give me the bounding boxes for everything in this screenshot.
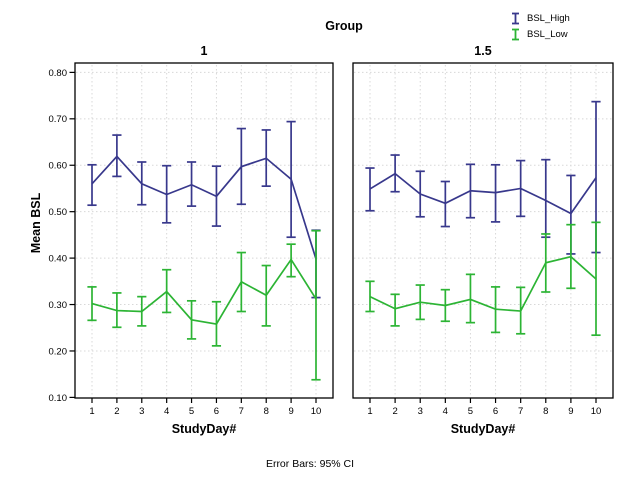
error-bar bbox=[87, 163, 97, 207]
x-tick-label: 5 bbox=[468, 406, 473, 417]
error-bar bbox=[311, 229, 321, 381]
y-tick-label: 0.10 bbox=[49, 393, 68, 404]
series-line bbox=[91, 155, 317, 260]
panel-grid bbox=[354, 65, 612, 397]
panel-border bbox=[352, 62, 614, 399]
x-tick-label: 6 bbox=[493, 406, 498, 417]
error-bar bbox=[465, 273, 476, 324]
series-BSL_Low bbox=[365, 221, 601, 337]
series-BSL_High bbox=[87, 120, 321, 299]
y-tick-label: 0.60 bbox=[49, 161, 68, 172]
panel-border bbox=[74, 62, 334, 399]
x-tick-label: 2 bbox=[114, 406, 119, 417]
series-BSL_High bbox=[365, 100, 601, 255]
x-tick-label: 3 bbox=[139, 406, 144, 417]
x-tick-label: 4 bbox=[443, 406, 448, 417]
y-axis-ticks bbox=[69, 71, 75, 398]
y-tick-label: 0.30 bbox=[49, 300, 68, 311]
error-bar bbox=[390, 293, 400, 327]
panel-1.5: 1 2 3 4 5 6 7 8 9 10 bbox=[352, 62, 614, 417]
y-axis-labels: 0.10 0.20 0.30 0.40 0.50 0.60 0.70 0.80 bbox=[49, 68, 68, 404]
x-tick-label: 8 bbox=[264, 406, 269, 417]
x-tick-label: 1 bbox=[367, 406, 372, 417]
x-tick-label: 3 bbox=[418, 406, 423, 417]
error-bar-low-icon bbox=[512, 28, 519, 40]
panel-grid bbox=[76, 65, 332, 397]
x-tick-label: 10 bbox=[311, 406, 322, 417]
panel-label-group-1: 1 bbox=[200, 44, 208, 58]
x-tick-label: 7 bbox=[518, 406, 523, 417]
x-tick-label: 9 bbox=[288, 406, 293, 417]
panel-label-group-1-5: 1.5 bbox=[474, 44, 492, 58]
x-axis-ticks bbox=[369, 398, 597, 403]
x-tick-label: 7 bbox=[239, 406, 244, 417]
x-tick-label: 9 bbox=[568, 406, 573, 417]
x-tick-label: 2 bbox=[392, 406, 397, 417]
chart-title: Group bbox=[325, 19, 363, 33]
legend-item-bsl-low: BSL_Low bbox=[511, 27, 570, 41]
legend-item-label: BSL_Low bbox=[527, 28, 568, 40]
y-tick-label: 0.20 bbox=[49, 346, 68, 357]
error-bars-note: Error Bars: 95% CI bbox=[265, 458, 355, 470]
series-line bbox=[91, 257, 317, 325]
error-bar bbox=[365, 280, 375, 313]
error-bar-high-icon bbox=[512, 12, 519, 24]
series-line bbox=[369, 172, 597, 215]
error-bar bbox=[365, 167, 375, 212]
legend-item-label: BSL_High bbox=[527, 12, 570, 24]
x-tick-label: 5 bbox=[189, 406, 194, 417]
y-tick-label: 0.50 bbox=[49, 207, 68, 218]
x-axis-title-left: StudyDay# bbox=[171, 422, 237, 436]
x-tick-label: 10 bbox=[591, 406, 602, 417]
x-axis-labels: 1 2 3 4 5 6 7 8 9 10 bbox=[89, 406, 321, 417]
x-axis-ticks bbox=[91, 398, 317, 403]
x-tick-label: 1 bbox=[89, 406, 94, 417]
x-tick-label: 8 bbox=[543, 406, 548, 417]
x-tick-label: 6 bbox=[214, 406, 219, 417]
x-tick-label: 4 bbox=[164, 406, 169, 417]
panel-1: 1 2 3 4 5 6 7 8 9 10 bbox=[74, 62, 334, 417]
y-tick-label: 0.40 bbox=[49, 254, 68, 265]
series-BSL_Low bbox=[87, 229, 321, 381]
legend: BSL_High BSL_Low bbox=[511, 11, 570, 41]
legend-item-bsl-high: BSL_High bbox=[511, 11, 570, 25]
y-tick-label: 0.80 bbox=[49, 68, 68, 79]
series-line bbox=[369, 255, 597, 312]
x-axis-labels: 1 2 3 4 5 6 7 8 9 10 bbox=[367, 406, 601, 417]
x-axis-title-right: StudyDay# bbox=[450, 422, 516, 436]
y-tick-label: 0.70 bbox=[49, 114, 68, 125]
